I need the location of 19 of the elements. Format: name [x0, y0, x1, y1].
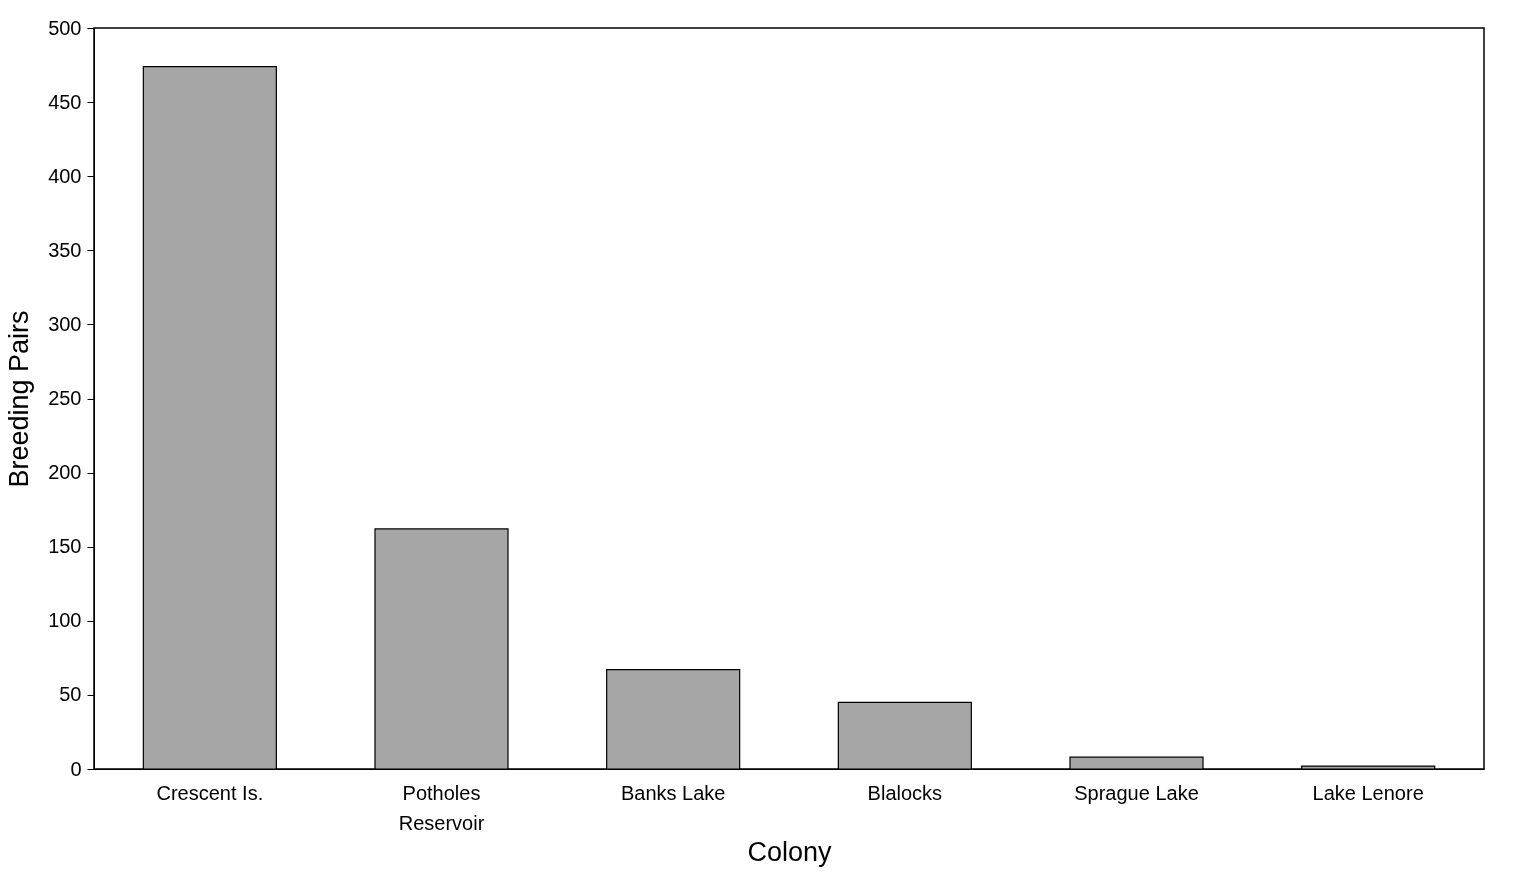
y-tick-label: 0: [70, 757, 82, 780]
y-tick-label: 50: [59, 683, 82, 706]
y-tick-label: 200: [48, 461, 82, 484]
x-tick-label: Crescent Is.: [156, 781, 264, 804]
y-tick-label: 100: [48, 609, 82, 632]
x-tick-label: Blalocks: [867, 781, 943, 804]
x-tick-label: Potholes Reservoir: [398, 781, 485, 834]
x-tick-label: Banks Lake: [620, 781, 726, 804]
y-tick-label: 150: [48, 535, 82, 558]
y-tick-label: 450: [48, 90, 82, 113]
y-tick-label: 400: [48, 164, 82, 187]
x-axis-title: Colony: [747, 836, 833, 867]
y-tick-label: 500: [48, 16, 82, 39]
y-tick-label: 250: [48, 387, 82, 409]
y-tick-label: 300: [48, 312, 82, 335]
y-tick-label: 350: [48, 238, 82, 261]
x-tick-label: Sprague Lake: [1074, 781, 1199, 804]
y-axis-title: Breeding Pairs: [4, 310, 35, 488]
x-tick-label: Lake Lenore: [1312, 781, 1424, 804]
